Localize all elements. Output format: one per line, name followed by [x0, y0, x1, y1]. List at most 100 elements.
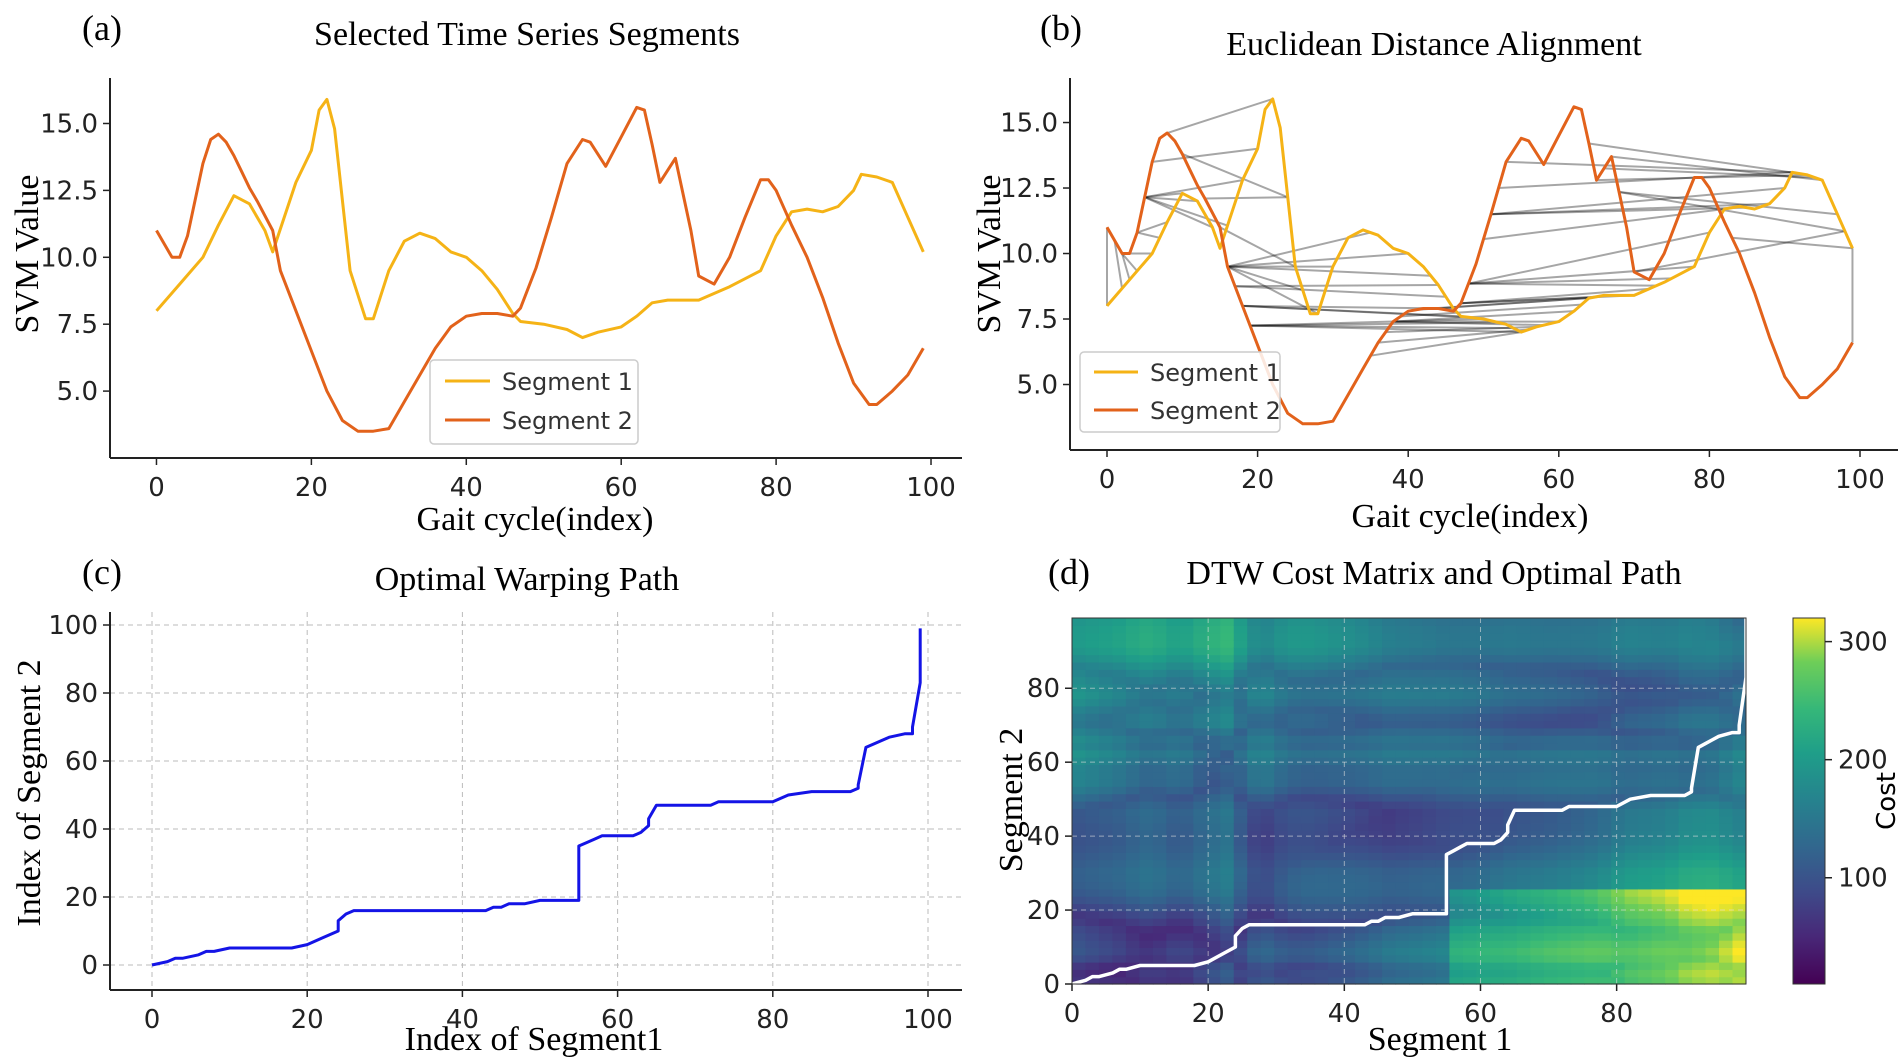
cost-cell: [1112, 888, 1127, 897]
cost-cell: [1287, 801, 1302, 809]
cost-cell: [1422, 683, 1437, 692]
cost-cell: [1435, 639, 1451, 648]
cost-cell: [1395, 859, 1410, 868]
panel-c-ytick-label: 40: [65, 815, 98, 845]
cost-cell: [1395, 757, 1410, 765]
cost-cell: [1098, 830, 1114, 839]
cost-cell: [1462, 852, 1477, 861]
cost-cell: [1152, 859, 1167, 868]
cost-cell: [1072, 896, 1087, 905]
cost-cell: [1557, 918, 1572, 927]
cost-cell: [1719, 742, 1734, 751]
cost-cell: [1072, 779, 1087, 787]
cost-cell: [1557, 969, 1572, 978]
cost-cell: [1112, 896, 1127, 905]
panel-d-xtick-label: 20: [1192, 999, 1225, 1029]
cost-cell: [1112, 940, 1127, 948]
cost-cell: [1503, 822, 1518, 831]
cost-cell: [1072, 757, 1087, 765]
cost-cell: [1678, 654, 1693, 663]
cost-cell: [1085, 910, 1100, 919]
cost-cell: [1409, 691, 1424, 700]
cost-cell: [1287, 683, 1302, 692]
cost-cell: [1382, 940, 1397, 948]
cost-cell: [1287, 925, 1302, 934]
cost-cell: [1462, 830, 1477, 839]
cost-cell: [1692, 632, 1707, 641]
cost-cell: [1692, 976, 1707, 985]
cost-cell: [1611, 969, 1626, 978]
cost-cell: [1489, 881, 1504, 890]
cost-cell: [1409, 742, 1424, 751]
cost-cell: [1611, 844, 1626, 853]
cost-cell: [1098, 793, 1114, 802]
cost-cell: [1341, 976, 1356, 985]
cost-cell: [1368, 947, 1383, 956]
cost-cell: [1072, 910, 1087, 919]
cost-cell: [1435, 888, 1451, 897]
cost-cell: [1705, 786, 1720, 795]
cost-cell: [1395, 925, 1410, 934]
cost-cell: [1692, 720, 1707, 729]
alignment-line: [1235, 283, 1439, 288]
cost-cell: [1557, 859, 1572, 868]
cost-cell: [1233, 954, 1248, 963]
cost-cell: [1247, 786, 1262, 795]
cost-cell: [1543, 639, 1558, 648]
cost-cell: [1125, 618, 1140, 626]
cost-cell: [1341, 852, 1356, 861]
panel-b-xtick-label: 80: [1693, 465, 1726, 495]
cost-cell: [1233, 801, 1248, 809]
cost-cell: [1112, 962, 1127, 970]
cost-cell: [1678, 881, 1693, 890]
cost-cell: [1193, 896, 1208, 905]
cost-cell: [1247, 940, 1262, 948]
cost-cell: [1085, 727, 1100, 736]
cost-cell: [1719, 625, 1734, 634]
cost-cell: [1328, 962, 1343, 970]
cost-cell: [1409, 661, 1424, 670]
cost-cell: [1409, 954, 1424, 963]
cost-cell: [1341, 844, 1356, 853]
cost-cell: [1611, 749, 1626, 758]
cost-cell: [1368, 742, 1383, 751]
cost-cell: [1638, 654, 1653, 663]
cost-cell: [1247, 632, 1262, 641]
cost-cell: [1193, 735, 1208, 744]
cost-cell: [1449, 705, 1464, 714]
panel-d-xtick-label: 80: [1600, 999, 1633, 1029]
cost-cell: [1382, 757, 1397, 765]
cost-cell: [1072, 625, 1087, 634]
cost-cell: [1179, 866, 1194, 875]
cost-cell: [1665, 742, 1680, 751]
cost-cell: [1692, 801, 1707, 809]
cost-cell: [1139, 866, 1154, 875]
cost-cell: [1274, 896, 1289, 905]
cost-cell: [1692, 705, 1707, 714]
cost-cell: [1503, 727, 1518, 736]
cost-cell: [1233, 830, 1248, 839]
cost-cell: [1516, 910, 1531, 919]
cost-cell: [1287, 705, 1302, 714]
cost-cell: [1516, 815, 1531, 824]
cost-cell: [1085, 757, 1100, 765]
cost-cell: [1503, 881, 1518, 890]
cost-cell: [1179, 793, 1194, 802]
cost-cell: [1462, 757, 1477, 765]
cost-cell: [1368, 786, 1383, 795]
cost-cell: [1530, 705, 1545, 714]
cost-cell: [1584, 764, 1599, 773]
cost-cell: [1503, 735, 1518, 744]
cost-cell: [1206, 910, 1221, 919]
cost-cell: [1611, 669, 1626, 678]
cost-cell: [1314, 940, 1329, 948]
cost-cell: [1395, 837, 1410, 846]
cost-cell: [1247, 705, 1262, 714]
cost-cell: [1355, 661, 1370, 670]
cost-cell: [1543, 661, 1558, 670]
cost-cell: [1449, 757, 1464, 765]
cost-cell: [1125, 654, 1140, 663]
cost-cell: [1287, 757, 1302, 765]
cost-cell: [1328, 705, 1343, 714]
cost-cell: [1139, 976, 1154, 985]
